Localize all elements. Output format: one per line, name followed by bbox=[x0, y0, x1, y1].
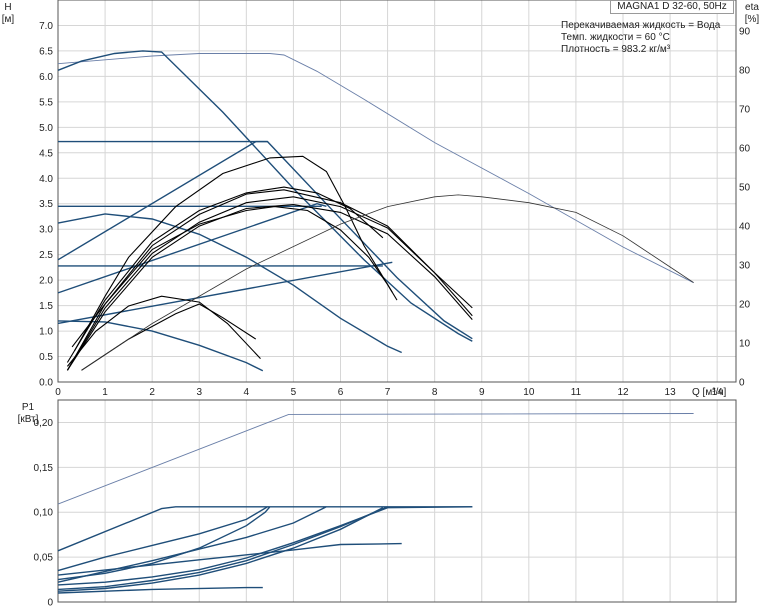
info-temperature: Темп. жидкости = 60 °C bbox=[561, 32, 670, 43]
series-eta-2 bbox=[66, 186, 384, 363]
p1-series bbox=[57, 413, 694, 594]
y2-tick-label: 10 bbox=[739, 339, 751, 350]
y-tick-label: 1.0 bbox=[39, 327, 53, 338]
series-curve-3.1 bbox=[57, 213, 402, 354]
series-prop-pressure-mid bbox=[57, 202, 327, 294]
y2-tick-label: 60 bbox=[739, 144, 751, 155]
y2-tick-label: 30 bbox=[739, 261, 751, 272]
p1-axes: 0 0,05 0,10 0,15 0,20 bbox=[34, 400, 736, 609]
x-tick-label: 12 bbox=[617, 387, 629, 398]
y-tick-label: 2.0 bbox=[39, 276, 53, 287]
x-tick-label: 0 bbox=[55, 387, 61, 398]
y-tick-label: 6.0 bbox=[39, 72, 53, 83]
y-tick-label: 0,20 bbox=[34, 418, 54, 429]
chart-title: MAGNA1 D 32-60, 50Hz bbox=[610, 0, 734, 14]
y2-tick-label: 50 bbox=[739, 183, 751, 194]
y2-tick-label: 40 bbox=[739, 222, 751, 233]
x-axis-label: Q [м³/ч] bbox=[692, 387, 727, 398]
fluid-info: Перекачиваемая жидкость = Вода Темп. жид… bbox=[561, 20, 720, 56]
series-P1-max-single bbox=[57, 506, 473, 552]
y-tick-label: 5.5 bbox=[39, 97, 53, 108]
info-fluid: Перекачиваемая жидкость = Вода bbox=[561, 20, 721, 31]
y2-axis-label: eta [%] bbox=[745, 2, 760, 25]
y-axis-label: H [м] bbox=[2, 2, 15, 25]
x-tick-label: 1 bbox=[102, 387, 108, 398]
x-tick-label: 7 bbox=[385, 387, 391, 398]
y-tick-label: 6.5 bbox=[39, 46, 53, 57]
y-tick-label: 2.5 bbox=[39, 250, 53, 261]
y-tick-label: 1.5 bbox=[39, 301, 53, 312]
series-P1-a bbox=[57, 506, 268, 572]
x-tick-label: 6 bbox=[338, 387, 344, 398]
y-tick-label: 3.0 bbox=[39, 225, 53, 236]
series-eta-5 bbox=[66, 204, 473, 371]
y2-tick-label: 70 bbox=[739, 105, 751, 116]
series-P1-g bbox=[57, 542, 402, 576]
y-tick-label: 4.0 bbox=[39, 174, 53, 185]
x-tick-label: 14 bbox=[712, 387, 724, 398]
x-tick-label: 3 bbox=[196, 387, 202, 398]
series-P1-f bbox=[57, 507, 384, 592]
series-eta-3 bbox=[66, 189, 473, 371]
x-tick-label: 11 bbox=[571, 387, 582, 398]
series-P1-max-twin bbox=[57, 413, 694, 505]
series-P1-small bbox=[57, 586, 263, 594]
series-prop-pressure-high bbox=[57, 140, 268, 261]
y2-tick-label: 20 bbox=[739, 300, 751, 311]
series-eta-high bbox=[74, 155, 393, 352]
y-tick-label: 7.0 bbox=[39, 21, 53, 32]
x-tick-label: 4 bbox=[244, 387, 250, 398]
series-eta-max bbox=[81, 194, 694, 371]
x-tick-label: 5 bbox=[291, 387, 297, 398]
x-tick-label: 13 bbox=[665, 387, 677, 398]
p1-axis-label: P1 [кВт] bbox=[18, 402, 39, 425]
y-tick-label: 4.5 bbox=[39, 148, 53, 159]
info-density: Плотность = 983.2 кг/м³ bbox=[561, 44, 671, 55]
series-const-pressure-4.7 bbox=[58, 140, 473, 340]
y-tick-label: 0,15 bbox=[34, 463, 54, 474]
y2-tick-label: 0 bbox=[739, 378, 745, 389]
hq-series bbox=[57, 50, 694, 372]
series-P1-d bbox=[57, 506, 473, 586]
y-tick-label: 0,10 bbox=[34, 508, 54, 519]
y-tick-label: 0.0 bbox=[39, 378, 53, 389]
series-P1-e bbox=[57, 506, 388, 591]
series-eta-4 bbox=[66, 196, 473, 371]
x-tick-label: 9 bbox=[479, 387, 485, 398]
x-tick-label: 2 bbox=[149, 387, 155, 398]
y2-tick-label: 80 bbox=[739, 66, 751, 77]
x-tick-label: 8 bbox=[432, 387, 438, 398]
y-tick-label: 3.5 bbox=[39, 199, 53, 210]
y-tick-label: 0 bbox=[47, 598, 53, 609]
hq-axes: 0 1 2 3 4 5 6 7 8 9 10 11 12 13 140.00.51.01.52.02.53.… bbox=[39, 0, 751, 398]
series-head-max-single bbox=[57, 50, 473, 342]
p1-plot-frame bbox=[57, 399, 737, 603]
y-tick-label: 0,05 bbox=[34, 553, 54, 564]
y2-tick-label: 90 bbox=[739, 27, 751, 38]
y-tick-label: 5.0 bbox=[39, 123, 53, 134]
series-head-max-twin bbox=[57, 53, 694, 284]
series-P1-b bbox=[57, 506, 271, 581]
hq-plot-frame bbox=[57, 0, 737, 383]
x-tick-label: 10 bbox=[523, 387, 535, 398]
y-tick-label: 0.5 bbox=[39, 352, 53, 363]
series-prop-pressure-low bbox=[57, 261, 393, 325]
series-eta-small-1 bbox=[66, 295, 261, 367]
